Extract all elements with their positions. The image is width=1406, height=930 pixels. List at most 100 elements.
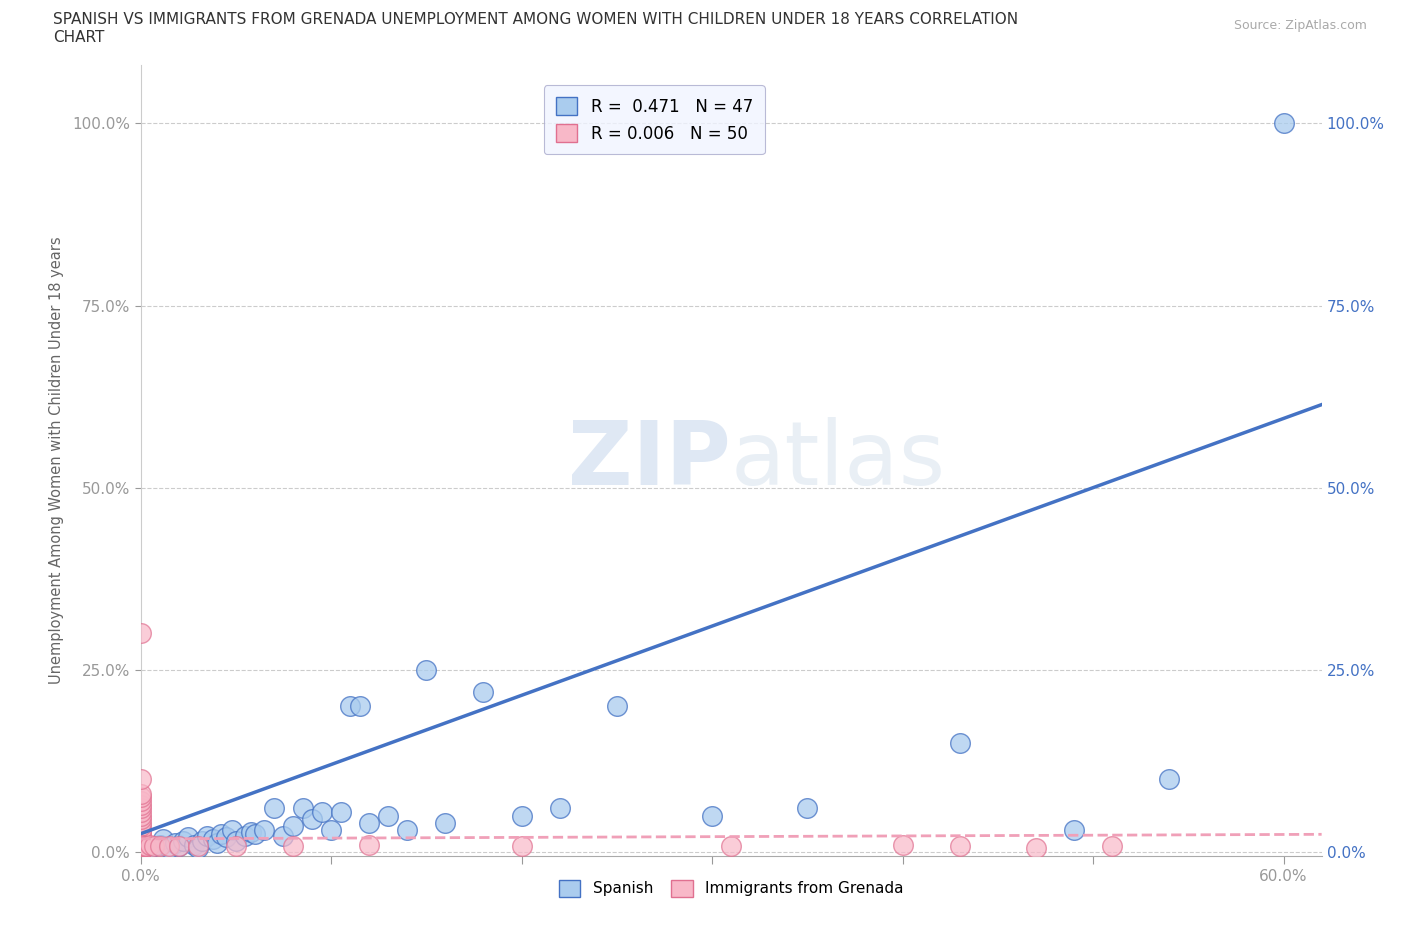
Spanish: [139, 841, 162, 856]
Immigrants from Grenada: [149, 839, 172, 854]
Immigrants from Grenada: [129, 840, 152, 855]
Immigrants from Grenada: [142, 839, 165, 854]
Spanish: [359, 816, 381, 830]
Immigrants from Grenada: [129, 808, 152, 823]
Immigrants from Grenada: [129, 801, 152, 816]
Spanish: [190, 833, 212, 848]
Spanish: [149, 837, 172, 852]
Immigrants from Grenada: [129, 844, 152, 858]
Spanish: [240, 824, 263, 839]
Spanish: [273, 829, 295, 844]
Immigrants from Grenada: [129, 797, 152, 812]
Spanish: [201, 831, 224, 846]
Spanish: [157, 841, 180, 856]
Text: atlas: atlas: [731, 417, 946, 504]
Spanish: [415, 662, 437, 677]
Immigrants from Grenada: [129, 824, 152, 839]
Immigrants from Grenada: [281, 839, 304, 854]
Spanish: [253, 823, 276, 838]
Spanish: [510, 808, 533, 823]
Spanish: [221, 823, 243, 838]
Immigrants from Grenada: [129, 833, 152, 848]
Spanish: [195, 829, 218, 844]
Immigrants from Grenada: [135, 839, 157, 854]
Immigrants from Grenada: [129, 829, 152, 844]
Spanish: [311, 804, 333, 819]
Spanish: [796, 801, 818, 816]
Immigrants from Grenada: [1101, 839, 1123, 854]
Immigrants from Grenada: [720, 839, 742, 854]
Immigrants from Grenada: [129, 836, 152, 851]
Spanish: [187, 841, 209, 856]
Immigrants from Grenada: [129, 840, 152, 855]
Spanish: [152, 831, 174, 846]
Immigrants from Grenada: [891, 837, 914, 852]
Spanish: [291, 801, 314, 816]
Immigrants from Grenada: [129, 804, 152, 819]
Legend: Spanish, Immigrants from Grenada: Spanish, Immigrants from Grenada: [553, 873, 910, 903]
Spanish: [183, 837, 205, 852]
Immigrants from Grenada: [129, 793, 152, 808]
Text: Source: ZipAtlas.com: Source: ZipAtlas.com: [1233, 19, 1367, 32]
Immigrants from Grenada: [949, 839, 972, 854]
Immigrants from Grenada: [1025, 841, 1047, 856]
Immigrants from Grenada: [129, 819, 152, 834]
Immigrants from Grenada: [139, 837, 162, 852]
Immigrants from Grenada: [129, 844, 152, 858]
Text: ZIP: ZIP: [568, 417, 731, 504]
Spanish: [235, 829, 257, 844]
Immigrants from Grenada: [187, 839, 209, 854]
Immigrants from Grenada: [129, 823, 152, 838]
Immigrants from Grenada: [510, 839, 533, 854]
Immigrants from Grenada: [129, 831, 152, 846]
Spanish: [319, 823, 342, 838]
Spanish: [949, 736, 972, 751]
Immigrants from Grenada: [129, 816, 152, 830]
Immigrants from Grenada: [129, 844, 152, 859]
Spanish: [167, 839, 190, 854]
Spanish: [349, 698, 371, 713]
Spanish: [339, 698, 361, 713]
Spanish: [301, 812, 323, 827]
Text: CHART: CHART: [53, 30, 105, 45]
Immigrants from Grenada: [167, 839, 190, 854]
Immigrants from Grenada: [157, 839, 180, 854]
Immigrants from Grenada: [129, 838, 152, 853]
Spanish: [548, 801, 571, 816]
Spanish: [205, 836, 228, 851]
Spanish: [243, 826, 266, 841]
Spanish: [434, 816, 457, 830]
Y-axis label: Unemployment Among Women with Children Under 18 years: Unemployment Among Women with Children U…: [49, 236, 63, 684]
Spanish: [209, 826, 232, 841]
Immigrants from Grenada: [131, 837, 153, 852]
Spanish: [263, 801, 285, 816]
Spanish: [1272, 116, 1295, 131]
Spanish: [606, 698, 628, 713]
Immigrants from Grenada: [129, 812, 152, 827]
Immigrants from Grenada: [134, 839, 156, 854]
Immigrants from Grenada: [129, 841, 152, 856]
Immigrants from Grenada: [129, 830, 152, 844]
Spanish: [281, 819, 304, 834]
Immigrants from Grenada: [225, 839, 247, 854]
Spanish: [172, 833, 194, 848]
Text: SPANISH VS IMMIGRANTS FROM GRENADA UNEMPLOYMENT AMONG WOMEN WITH CHILDREN UNDER : SPANISH VS IMMIGRANTS FROM GRENADA UNEMP…: [53, 12, 1018, 27]
Spanish: [396, 823, 419, 838]
Spanish: [1063, 823, 1085, 838]
Spanish: [329, 804, 352, 819]
Spanish: [700, 808, 723, 823]
Immigrants from Grenada: [359, 837, 381, 852]
Immigrants from Grenada: [129, 834, 152, 849]
Immigrants from Grenada: [129, 843, 152, 857]
Immigrants from Grenada: [129, 833, 152, 848]
Spanish: [377, 808, 399, 823]
Immigrants from Grenada: [129, 772, 152, 787]
Spanish: [1159, 772, 1181, 787]
Spanish: [177, 830, 200, 844]
Spanish: [215, 830, 238, 844]
Immigrants from Grenada: [129, 626, 152, 641]
Spanish: [225, 833, 247, 848]
Immigrants from Grenada: [129, 839, 152, 854]
Spanish: [163, 836, 186, 851]
Immigrants from Grenada: [129, 826, 152, 841]
